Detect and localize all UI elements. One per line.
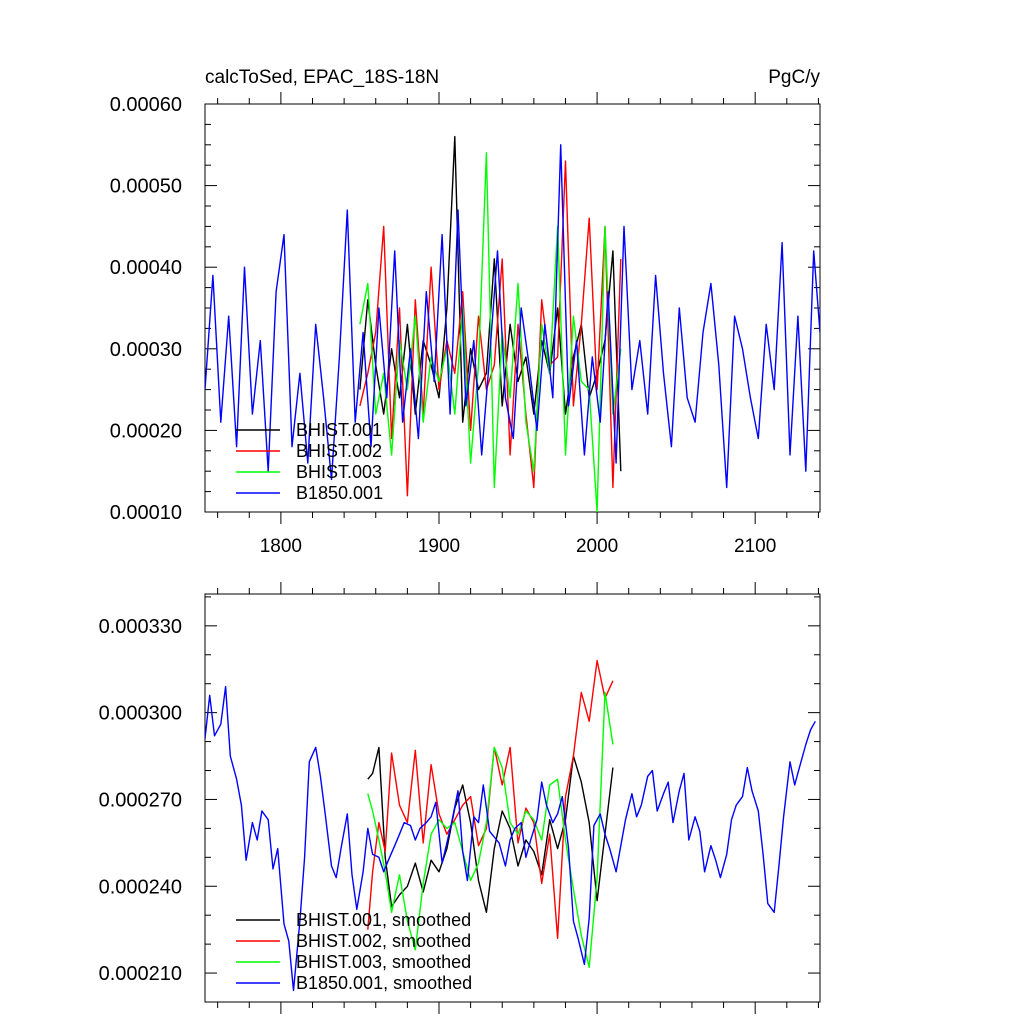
series-line-4 [205, 144, 820, 489]
series-line-4 [205, 685, 816, 992]
y-tick-label: 0.000240 [99, 876, 182, 898]
legend-label: BHIST.003, smoothed [296, 952, 471, 972]
legend-label: B1850.001, smoothed [296, 973, 472, 993]
top-axes: 1800 1900 2000 2100 0.00010 0.00020 0.00030 0.0… [110, 92, 821, 557]
y-tick-label: 0.00020 [110, 420, 182, 442]
legend-label: BHIST.003 [296, 462, 382, 482]
legend-label: BHIST.002 [296, 441, 382, 461]
y-tick-label: 0.00030 [110, 339, 182, 361]
y-tick-label: 0.000270 [99, 789, 182, 811]
legend-label: BHIST.001 [296, 420, 382, 440]
x-tick-label: 2100 [734, 536, 776, 557]
x-tick-label: 1800 [260, 536, 302, 557]
bottom-series-lines [205, 659, 816, 992]
top-title-right: PgC/y [768, 67, 820, 88]
legend-label: BHIST.002, smoothed [296, 931, 471, 951]
series-line-2 [359, 160, 622, 497]
series-line-2 [367, 659, 614, 939]
x-tick-label: 1900 [418, 536, 460, 557]
y-tick-label: 0.00010 [110, 502, 182, 524]
plot-frame [204, 593, 821, 1003]
bottom-panel: 0.000210 0.000240 0.000270 0.000300 0.000330… [99, 582, 821, 1014]
series-line-1 [367, 746, 614, 913]
top-title-left: calcToSed, EPAC_18S-18N [205, 67, 439, 88]
top-series-lines [205, 135, 820, 512]
y-tick-label: 0.000330 [99, 616, 182, 638]
legend-label: B1850.001 [296, 483, 383, 503]
y-tick-label: 0.00060 [110, 94, 182, 116]
x-tick-label: 2000 [576, 536, 618, 557]
y-tick-label: 0.00050 [110, 176, 182, 198]
legend-label: BHIST.001, smoothed [296, 910, 471, 930]
y-tick-label: 0.00040 [110, 257, 182, 279]
y-tick-label: 0.000300 [99, 703, 182, 725]
y-tick-label: 0.000210 [99, 963, 182, 985]
top-panel: 1800 1900 2000 2100 0.00010 0.00020 0.00030 0.0… [110, 67, 821, 557]
bottom-axes: 0.000210 0.000240 0.000270 0.000300 0.000330 [99, 582, 821, 1014]
